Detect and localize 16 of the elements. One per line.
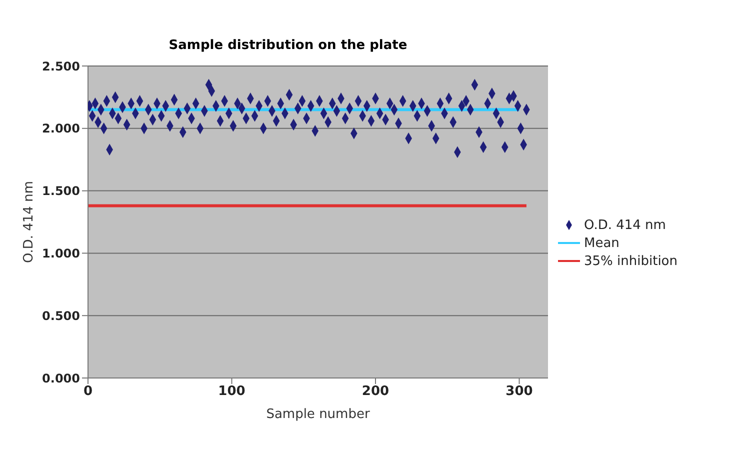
y-tick-label: 1.000	[42, 246, 80, 260]
legend-label: Mean	[584, 236, 620, 250]
y-axis-title: O.D. 414 nm	[22, 181, 37, 263]
y-tick-label: 0.500	[42, 308, 80, 323]
y-tick-label: 2.500	[42, 59, 80, 74]
y-tick-label: 2.000	[42, 122, 80, 136]
legend-label: O.D. 414 nm	[584, 218, 666, 232]
x-tick-label: 100	[218, 384, 246, 400]
y-tick-label: 1.500	[42, 184, 80, 198]
x-tick-label: 0	[83, 384, 93, 400]
x-axis-title: Sample number	[266, 407, 370, 422]
x-tick-label: 300	[506, 384, 533, 400]
chart-title: Sample distribution on the plate	[168, 37, 408, 55]
y-tick-label: 0.000	[42, 371, 80, 386]
x-tick-label: 200	[362, 384, 390, 400]
legend-label: 35% inhibition	[584, 254, 678, 268]
